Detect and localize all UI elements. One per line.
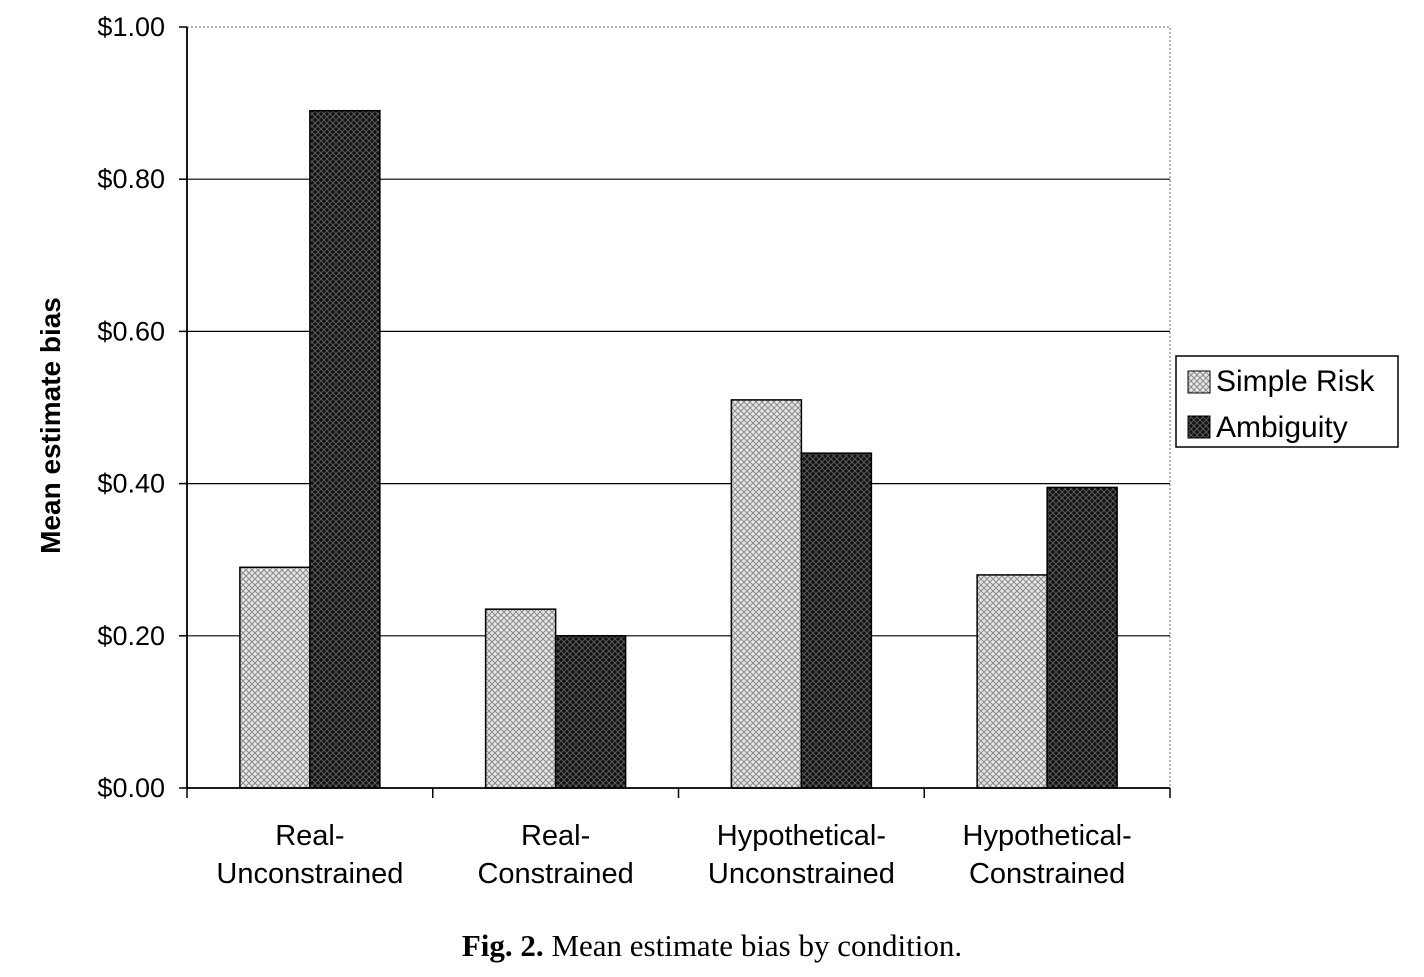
legend-label-simple-risk: Simple Risk [1216,365,1375,398]
legend-swatch-ambiguity [1187,415,1211,439]
x-category-label-line: Hypothetical- [963,820,1132,852]
bars [239,109,1118,789]
y-axis-label: Mean estimate bias [35,297,66,554]
x-category-label-line: Hypothetical- [717,820,886,852]
bar-chart: $0.00 $0.20 $0.40 $0.60 $0.80 $1.00 Real- Unco… [35,12,1399,890]
y-tick-labels: $0.00 $0.20 $0.40 $0.60 $0.80 $1.00 [97,12,165,803]
x-category-label: Hypothetical- Unconstrained [708,820,895,890]
bar-ambiguity [1046,486,1118,789]
x-category-labels: Real-UnconstrainedReal-ConstrainedHypoth… [216,820,1131,890]
y-tick-label: $1.00 [97,12,165,42]
bar-ambiguity [554,635,627,789]
x-category-label-line: Unconstrained [216,858,403,890]
bar-simple-risk [239,566,311,789]
legend-box [1175,355,1399,448]
bar-simple-risk [484,608,557,789]
bar-simple-risk [730,399,803,789]
x-category-label-line: Constrained [969,858,1125,890]
y-tick-label: $0.20 [97,621,165,651]
y-tick-label: $0.80 [97,164,165,194]
legend-swatch-simple-risk [1187,370,1211,394]
figure-caption: Fig. 2. Mean estimate bias by condition. [0,928,1424,964]
legend-label-ambiguity: Ambiguity [1216,411,1348,444]
x-category-label: Hypothetical- Constrained [963,820,1132,890]
bar-simple-risk [976,574,1048,789]
legend: Simple Risk Ambiguity [1175,355,1399,448]
x-category-label: Real- Constrained [477,820,633,890]
x-category-label-line: Real- [275,820,344,852]
x-category-label: Real- Unconstrained [216,820,403,890]
x-category-label-line: Unconstrained [708,858,895,890]
axes [179,26,1171,798]
x-category-label-line: Constrained [477,858,633,890]
caption-text: Mean estimate bias by condition. [551,928,963,963]
bar-ambiguity [800,452,873,789]
bar-ambiguity [309,109,381,789]
caption-label: Fig. 2. [461,928,544,963]
y-tick-label: $0.60 [97,316,165,346]
y-tick-label: $0.40 [97,469,165,499]
x-category-label-line: Real- [521,820,590,852]
y-tick-label: $0.00 [97,773,165,803]
